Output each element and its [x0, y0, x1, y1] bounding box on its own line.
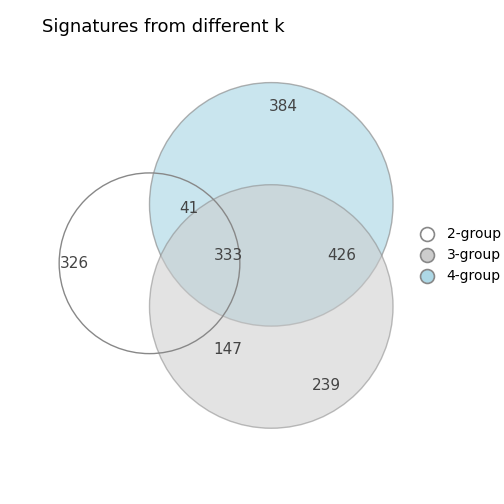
Text: 326: 326 — [60, 256, 89, 271]
Text: 147: 147 — [214, 342, 242, 357]
Text: 426: 426 — [328, 248, 356, 263]
Circle shape — [150, 185, 393, 428]
Text: 239: 239 — [311, 377, 341, 393]
Text: 41: 41 — [179, 201, 199, 216]
Text: 384: 384 — [269, 99, 297, 114]
Text: Signatures from different k: Signatures from different k — [42, 18, 284, 36]
Text: 333: 333 — [213, 248, 243, 263]
Circle shape — [150, 83, 393, 326]
Legend: 2-group, 3-group, 4-group: 2-group, 3-group, 4-group — [408, 222, 504, 289]
